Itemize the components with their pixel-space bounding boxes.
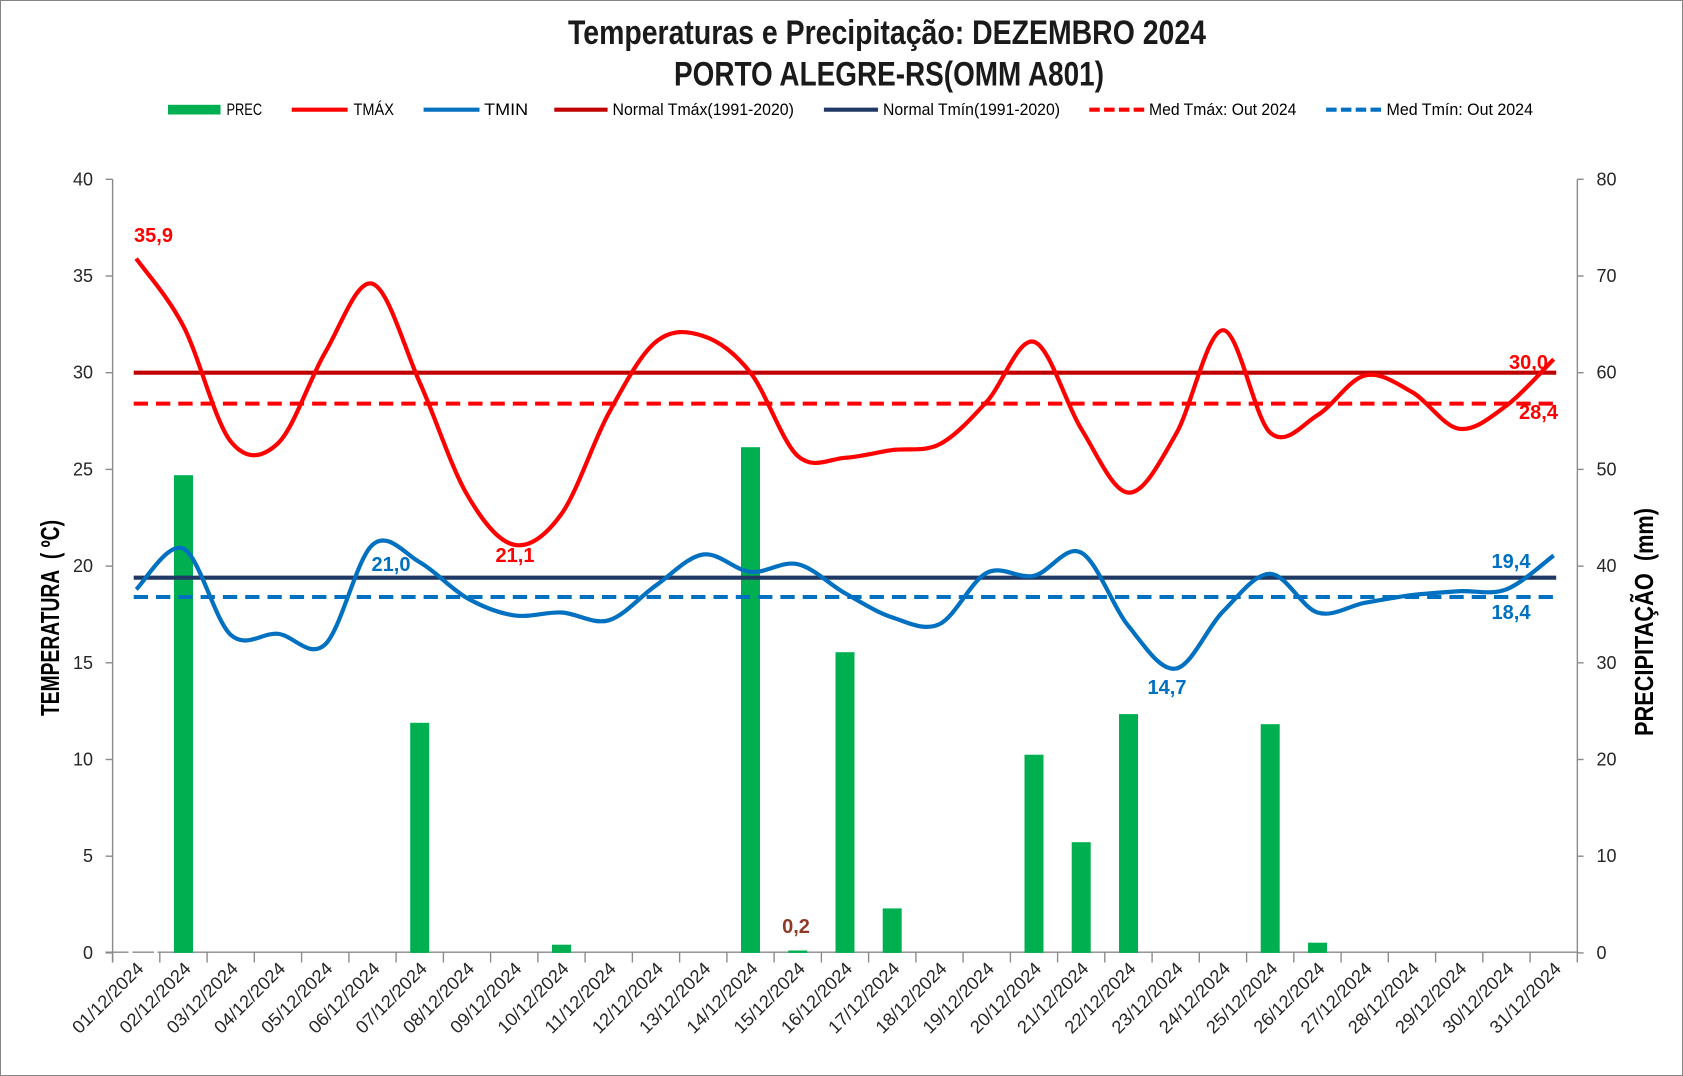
svg-text:60: 60 (1597, 363, 1617, 383)
svg-text:18,4: 18,4 (1492, 602, 1532, 624)
svg-text:21,0: 21,0 (372, 554, 411, 576)
svg-text:40: 40 (73, 169, 93, 189)
svg-text:Normal Tmáx(1991-2020): Normal Tmáx(1991-2020) (613, 100, 794, 119)
svg-text:20: 20 (1597, 750, 1617, 770)
svg-text:50: 50 (1597, 459, 1617, 479)
svg-text:40: 40 (1597, 556, 1617, 576)
svg-text:TMÁX: TMÁX (354, 100, 394, 119)
svg-text:25: 25 (73, 459, 93, 479)
svg-text:PORTO ALEGRE-RS(OMM A801): PORTO ALEGRE-RS(OMM A801) (674, 56, 1104, 94)
svg-text:10: 10 (73, 750, 93, 770)
svg-text:5: 5 (83, 846, 93, 866)
svg-text:TMIN: TMIN (484, 100, 528, 119)
svg-text:20: 20 (73, 556, 93, 576)
svg-text:Med Tmín: Out 2024: Med Tmín: Out 2024 (1387, 100, 1534, 119)
svg-text:28,4: 28,4 (1519, 402, 1559, 424)
svg-text:0,2: 0,2 (782, 916, 810, 938)
svg-text:14,7: 14,7 (1148, 677, 1187, 699)
svg-text:70: 70 (1597, 266, 1617, 286)
svg-text:Temperaturas e Precipitação: D: Temperaturas e Precipitação: DEZEMBRO 20… (568, 14, 1206, 52)
svg-text:0: 0 (1597, 943, 1607, 963)
svg-text:PREC: PREC (227, 100, 263, 119)
svg-text:30,0: 30,0 (1509, 352, 1548, 374)
svg-text:19,4: 19,4 (1492, 551, 1532, 573)
svg-text:21,1: 21,1 (496, 545, 535, 567)
svg-text:10: 10 (1597, 846, 1617, 866)
svg-text:Med Tmáx: Out 2024: Med Tmáx: Out 2024 (1149, 100, 1296, 119)
svg-text:80: 80 (1597, 169, 1617, 189)
svg-text:Normal Tmín(1991-2020): Normal Tmín(1991-2020) (883, 100, 1060, 119)
svg-text:35,9: 35,9 (134, 225, 173, 247)
svg-text:0: 0 (83, 943, 93, 963)
svg-text:30: 30 (73, 363, 93, 383)
svg-text:TEMPERATURA ( ºC): TEMPERATURA ( ºC) (35, 520, 65, 716)
svg-text:30: 30 (1597, 653, 1617, 673)
svg-text:PRECIPITAÇÃO (mm): PRECIPITAÇÃO (mm) (1629, 508, 1659, 736)
svg-text:15: 15 (73, 653, 93, 673)
svg-text:35: 35 (73, 266, 93, 286)
